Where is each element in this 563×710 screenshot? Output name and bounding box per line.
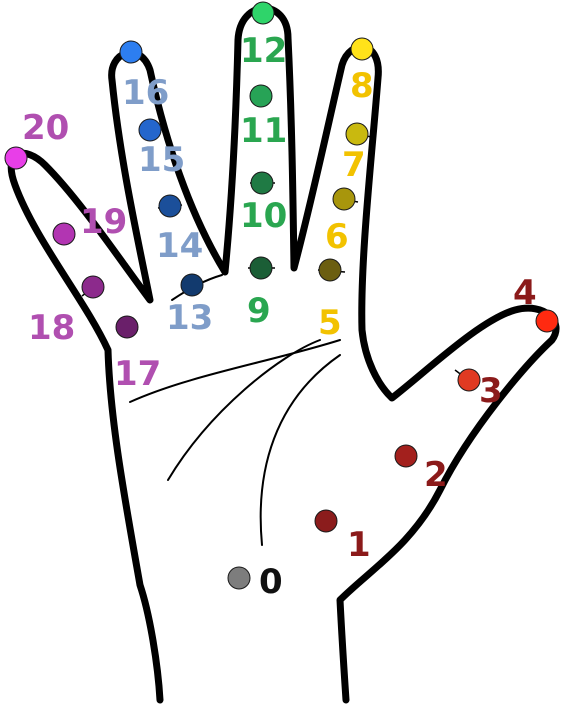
keypoint-4-thumb bbox=[535, 309, 559, 333]
label-17: 17 bbox=[114, 354, 161, 394]
keypoint-0-wrist bbox=[227, 566, 251, 590]
label-6: 6 bbox=[325, 217, 349, 257]
keypoint-6-index bbox=[332, 187, 356, 211]
keypoint-9-middle bbox=[249, 256, 273, 280]
label-9: 9 bbox=[247, 291, 271, 331]
label-12: 12 bbox=[240, 31, 287, 71]
keypoint-13-ring bbox=[180, 273, 204, 297]
label-14: 14 bbox=[156, 226, 203, 266]
keypoint-18-pinky bbox=[81, 275, 105, 299]
keypoint-12-middle bbox=[251, 1, 275, 25]
keypoint-20-pinky bbox=[4, 146, 28, 170]
keypoint-3-thumb bbox=[457, 368, 481, 392]
label-7: 7 bbox=[342, 145, 366, 185]
label-20: 20 bbox=[22, 108, 69, 148]
label-19: 19 bbox=[80, 202, 127, 242]
keypoint-19-pinky bbox=[52, 222, 76, 246]
keypoints bbox=[4, 1, 559, 590]
label-1: 1 bbox=[347, 525, 371, 565]
palm-crease-top bbox=[129, 339, 341, 403]
keypoint-11-middle bbox=[249, 84, 273, 108]
label-11: 11 bbox=[240, 111, 287, 151]
palm-crease-thumb bbox=[259, 354, 341, 546]
keypoint-10-middle bbox=[250, 171, 274, 195]
keypoint-7-index bbox=[345, 122, 369, 146]
label-0: 0 bbox=[259, 562, 283, 602]
label-18: 18 bbox=[28, 308, 75, 348]
keypoint-1-thumb bbox=[314, 509, 338, 533]
label-13: 13 bbox=[166, 298, 213, 338]
label-5: 5 bbox=[318, 303, 342, 343]
keypoint-16-ring bbox=[119, 40, 143, 64]
label-2: 2 bbox=[424, 455, 448, 495]
label-16: 16 bbox=[122, 73, 169, 113]
keypoint-17-pinky bbox=[115, 315, 139, 339]
label-3: 3 bbox=[479, 371, 503, 411]
keypoint-15-ring bbox=[138, 118, 162, 142]
palm-crease-middle bbox=[167, 339, 321, 481]
keypoint-labels: 0 1 2 3 4 5 6 7 8 9 10 11 12 13 14 15 16… bbox=[22, 31, 537, 602]
keypoint-14-ring bbox=[158, 194, 182, 218]
keypoint-5-index bbox=[318, 258, 342, 282]
label-15: 15 bbox=[138, 140, 185, 180]
label-4: 4 bbox=[513, 273, 537, 313]
label-10: 10 bbox=[240, 196, 287, 236]
label-8: 8 bbox=[350, 66, 374, 106]
keypoint-8-index bbox=[350, 37, 374, 61]
keypoint-2-thumb bbox=[394, 444, 418, 468]
